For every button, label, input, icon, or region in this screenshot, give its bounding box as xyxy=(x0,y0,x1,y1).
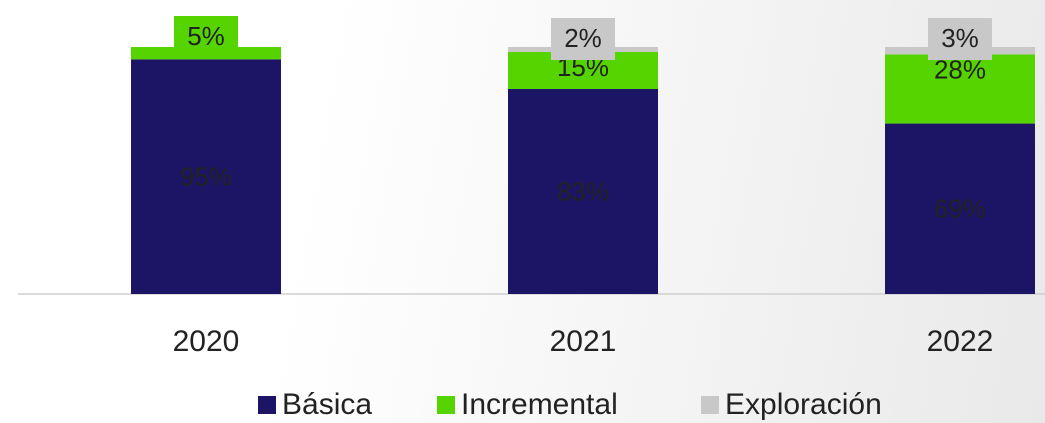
legend-swatch xyxy=(701,396,719,414)
x-tick-label: 2020 xyxy=(173,325,240,358)
data-label: 5% xyxy=(187,21,225,51)
x-tick-label: 2022 xyxy=(927,325,994,358)
x-tick-label: 2021 xyxy=(550,325,617,358)
legend-label: Incremental xyxy=(461,388,618,421)
label-box xyxy=(551,18,615,60)
legend-swatch xyxy=(437,396,455,414)
legend-label: Exploración xyxy=(725,388,882,421)
legend-label: Básica xyxy=(282,388,372,421)
data-label: 95% xyxy=(180,162,232,192)
data-label: 2% xyxy=(564,23,602,53)
data-label: 83% xyxy=(557,176,609,206)
label-box xyxy=(928,18,992,60)
bar-segment xyxy=(885,54,1035,124)
legend-swatch xyxy=(258,396,276,414)
bar-segment xyxy=(508,88,658,295)
label-box xyxy=(174,16,238,58)
bar-segment xyxy=(885,123,1035,294)
data-label: 3% xyxy=(941,23,979,53)
data-label: 69% xyxy=(934,194,986,224)
bar-segment xyxy=(131,59,281,294)
